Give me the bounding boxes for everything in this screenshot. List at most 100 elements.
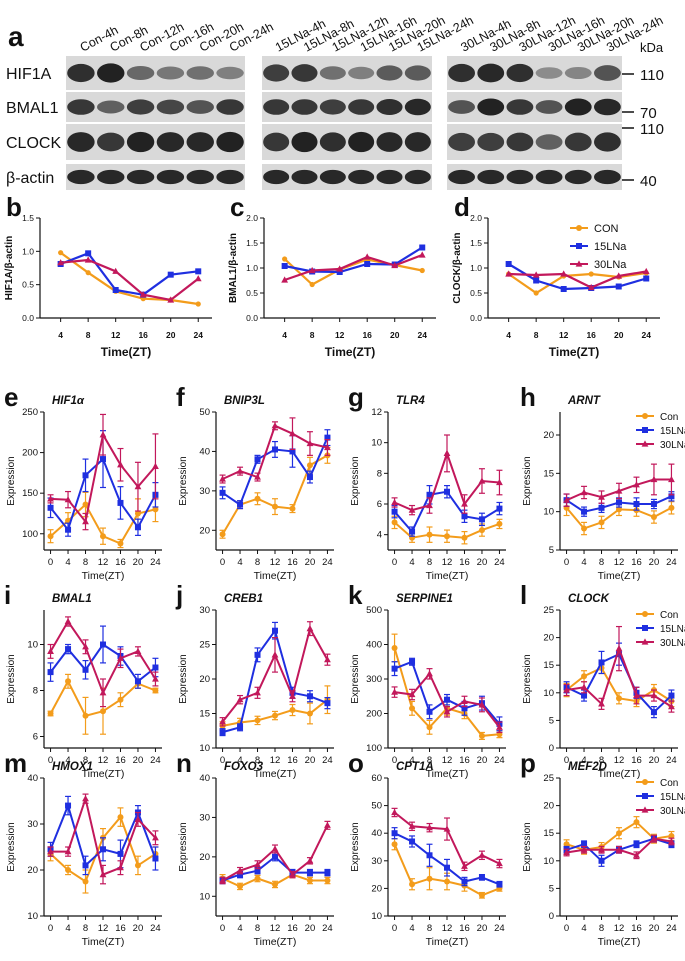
data-point (272, 503, 278, 510)
gene-title: FOXO3 (224, 761, 264, 773)
blot-band (291, 99, 318, 115)
series-15LNa (391, 485, 503, 537)
series-30LNa (391, 434, 503, 516)
y-tick-label: 5 (549, 883, 554, 894)
legend-label: Con (660, 778, 678, 789)
x-axis-label: Time(ZT) (82, 936, 125, 948)
data-point (444, 878, 450, 885)
x-tick-label: 4 (581, 557, 586, 568)
x-tick-label: 16 (287, 923, 298, 934)
data-point (505, 261, 512, 267)
legend-marker (642, 625, 648, 631)
mw-marker: 40 (640, 173, 657, 190)
blot-membrane (262, 56, 432, 90)
data-point (237, 871, 244, 878)
data-point (336, 265, 344, 272)
y-tick-label: 15 (199, 709, 210, 720)
data-point (426, 852, 433, 859)
data-point (633, 691, 640, 699)
series-Con (391, 515, 503, 545)
x-tick-label: 0 (392, 557, 397, 568)
data-point (237, 883, 244, 890)
data-point (643, 275, 650, 282)
data-point (82, 712, 89, 719)
series-line (60, 258, 199, 302)
x-tick-label: 20 (133, 755, 144, 766)
y-tick-label: 150 (22, 488, 38, 499)
data-point (324, 700, 331, 707)
gene-title: ARNT (567, 395, 601, 407)
x-tick-label: 16 (287, 755, 298, 766)
y-tick-label: 15 (543, 660, 554, 671)
data-point (47, 848, 54, 855)
data-point (100, 846, 106, 853)
legend-label: 30LNa (594, 259, 627, 271)
data-point (306, 693, 313, 700)
x-tick-label: 20 (166, 330, 176, 340)
data-point (444, 696, 450, 703)
data-point (134, 647, 142, 654)
x-tick-label: 4 (65, 755, 70, 766)
x-tick-label: 24 (322, 557, 333, 568)
y-tick-label: 10 (371, 438, 382, 449)
y-axis-label: Expression (6, 456, 17, 505)
blot-band (156, 99, 185, 115)
blot-band (376, 169, 403, 185)
legend-label: 15LNa (660, 426, 685, 437)
data-point (580, 846, 588, 853)
blot-band (291, 131, 318, 153)
series-15LNa (281, 244, 426, 275)
series-Con (391, 633, 503, 740)
x-tick-label: 16 (459, 923, 470, 934)
blot-band (216, 66, 244, 80)
protein-label: HIF1A (6, 66, 52, 83)
mw-marker: 110 (640, 67, 664, 84)
x-tick-label: 24 (418, 330, 428, 340)
blot-membrane (66, 92, 245, 122)
blot-band (319, 66, 346, 80)
y-tick-label: 100 (366, 743, 382, 754)
series-30LNa (47, 413, 159, 531)
y-tick-label: 40 (199, 446, 210, 457)
data-point (289, 505, 296, 512)
x-axis-label: Time(ZT) (598, 570, 641, 582)
data-point (426, 501, 433, 509)
data-point (363, 253, 371, 260)
data-point (391, 498, 398, 506)
y-axis-label: Expression (350, 456, 361, 505)
series-15LNa (563, 491, 675, 517)
chart-k: 100 200 300 400 500 0 4 8 12 16 20 24 Time(ZT) Expres… (348, 580, 506, 780)
data-point (443, 449, 451, 456)
data-point (306, 857, 314, 864)
data-point (598, 659, 605, 666)
data-point (272, 881, 278, 888)
data-point (237, 501, 244, 508)
x-tick-label: 24 (150, 755, 161, 766)
data-point (152, 834, 159, 841)
blot-membrane (66, 164, 245, 190)
y-tick-label: 10 (543, 507, 554, 518)
x-axis-label: Time(ZT) (101, 345, 151, 359)
x-tick-label: 4 (581, 755, 586, 766)
y-tick-label: 6 (33, 732, 38, 743)
chart-h: 5 10 15 20 0 4 8 12 16 20 24 Time(ZT) Expression h ARN… (520, 382, 685, 582)
panel-label-o: o (348, 748, 364, 778)
blot-band (404, 98, 431, 116)
y-tick-label: 200 (366, 709, 382, 720)
blot-band (477, 169, 505, 185)
x-tick-label: 12 (98, 923, 109, 934)
legend-marker (642, 793, 648, 799)
data-point (478, 851, 486, 858)
data-point (219, 531, 226, 538)
panel-label-j: j (175, 580, 183, 610)
data-point (478, 874, 485, 881)
chart-f: 20 30 40 50 0 4 8 12 16 20 24 Time(ZT) Expression f BN… (176, 382, 334, 582)
chart-e: 100 150 200 250 0 4 8 12 16 20 24 Time(ZT) Expressio… (4, 382, 162, 582)
blot-band (126, 131, 155, 153)
y-tick-label: 500 (366, 605, 382, 616)
y-axis-label: Expression (350, 654, 361, 703)
x-tick-label: 12 (559, 330, 569, 340)
x-tick-label: 8 (86, 330, 91, 340)
x-tick-label: 8 (599, 755, 604, 766)
data-point (324, 821, 331, 828)
